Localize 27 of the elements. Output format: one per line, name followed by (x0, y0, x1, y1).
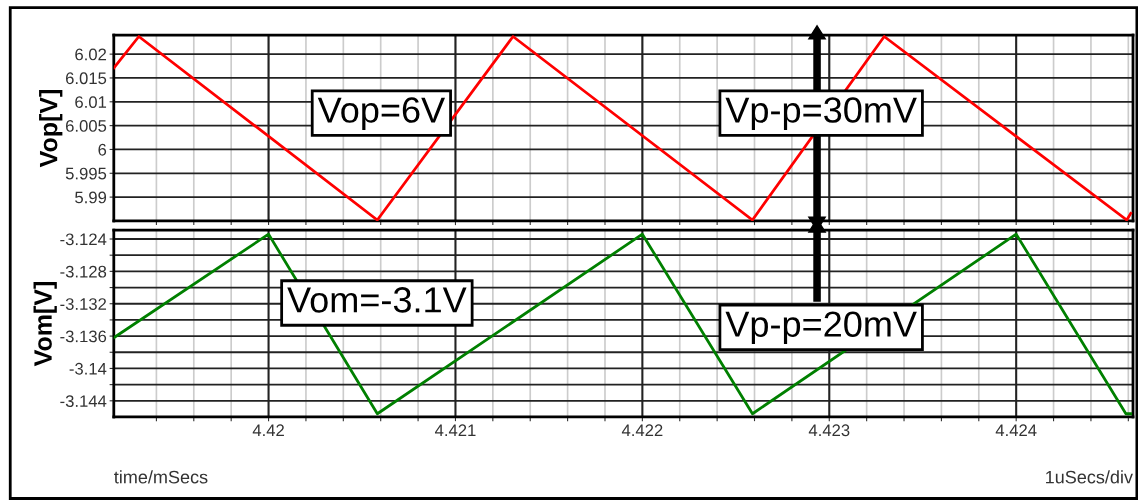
y-tick-label: -3.136 (60, 330, 107, 343)
x-tick-label: 4.42 (252, 424, 284, 436)
y-tick-label: 6.015 (66, 72, 107, 85)
y-axis-title: Vom[V] (33, 282, 57, 367)
text: 1uSecs/div (1046, 470, 1133, 484)
y-tick-label: -3.14 (69, 362, 107, 375)
annotation: Vp-p=30mV (725, 97, 917, 130)
x-tick-label: 4.423 (808, 424, 850, 437)
y-tick-label: -3.128 (60, 265, 107, 278)
annotation: Vp-p=20mV (725, 311, 917, 345)
x-axis-title: time/mSecs (114, 470, 208, 484)
y-tick-label: 6.01 (75, 96, 107, 108)
y-axis-title: Vop[V] (39, 90, 63, 168)
y-tick-label: 6.02 (75, 48, 107, 61)
y-tick-label: 6 (98, 143, 107, 156)
y-tick-label: 5.99 (75, 191, 107, 204)
line-series (113, 35, 1133, 221)
y-tick-label: 5.995 (65, 167, 107, 180)
y-tick-label: 6.005 (66, 120, 107, 132)
annotation: Vom=-3.1V (287, 287, 467, 313)
x-tick-label: 4.421 (434, 424, 476, 436)
x-tick-label: 4.424 (995, 424, 1037, 436)
y-tick-label: -3.144 (60, 395, 107, 408)
y-tick-label: -3.132 (60, 298, 107, 310)
y-tick-label: -3.124 (60, 233, 107, 246)
x-tick-label: 4.422 (621, 424, 663, 436)
annotation: Vop=6V (317, 97, 446, 130)
